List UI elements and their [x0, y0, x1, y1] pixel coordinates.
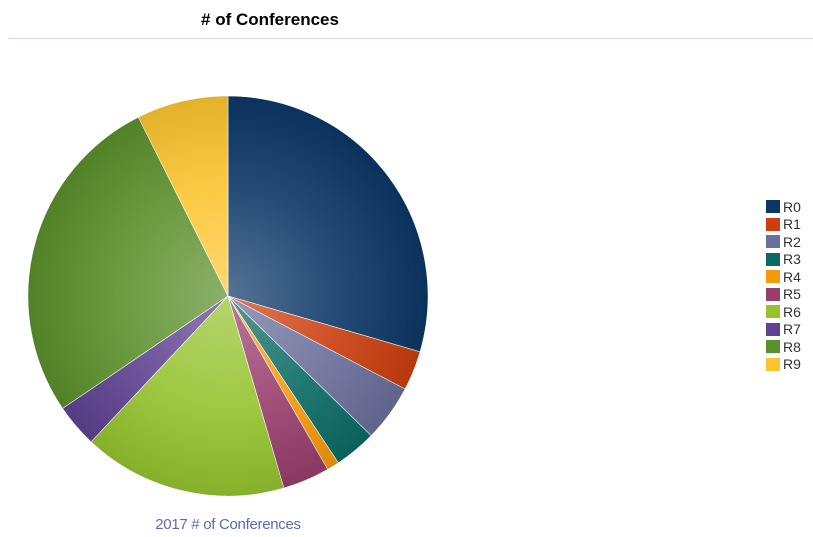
legend-swatch — [766, 252, 780, 266]
legend-item-r2[interactable]: R2 — [766, 233, 801, 251]
legend-item-r0[interactable]: R0 — [766, 198, 801, 216]
legend-item-r7[interactable]: R7 — [766, 321, 801, 339]
legend-label: R4 — [783, 268, 801, 285]
legend-label: R9 — [783, 356, 801, 373]
legend-item-r3[interactable]: R3 — [766, 251, 801, 269]
legend-swatch — [766, 322, 780, 336]
legend-label: R6 — [783, 303, 801, 320]
legend-label: R7 — [783, 321, 801, 338]
pie-slices — [27, 95, 429, 497]
legend-item-r6[interactable]: R6 — [766, 303, 801, 321]
chart-legend: R0 R1 R2 R3 R4 R5 R6 R7 R8 R9 — [766, 198, 801, 373]
legend-label: R1 — [783, 216, 801, 233]
legend-item-r4[interactable]: R4 — [766, 268, 801, 286]
legend-label: R2 — [783, 233, 801, 250]
legend-swatch — [766, 287, 780, 301]
legend-swatch — [766, 340, 780, 354]
legend-label: R5 — [783, 286, 801, 303]
title-divider — [9, 38, 813, 39]
legend-item-r5[interactable]: R5 — [766, 286, 801, 304]
chart-title: # of Conferences — [201, 10, 339, 29]
legend-swatch — [766, 270, 780, 284]
pie-caption[interactable]: 2017 # of Conferences — [155, 516, 301, 533]
legend-swatch — [766, 305, 780, 319]
legend-item-r1[interactable]: R1 — [766, 216, 801, 234]
legend-swatch — [766, 357, 780, 371]
legend-swatch — [766, 200, 780, 214]
legend-item-r9[interactable]: R9 — [766, 356, 801, 374]
legend-swatch — [766, 217, 780, 231]
legend-swatch — [766, 235, 780, 249]
legend-label: R0 — [783, 198, 801, 215]
legend-item-r8[interactable]: R8 — [766, 338, 801, 356]
legend-label: R8 — [783, 338, 801, 355]
legend-label: R3 — [783, 251, 801, 268]
